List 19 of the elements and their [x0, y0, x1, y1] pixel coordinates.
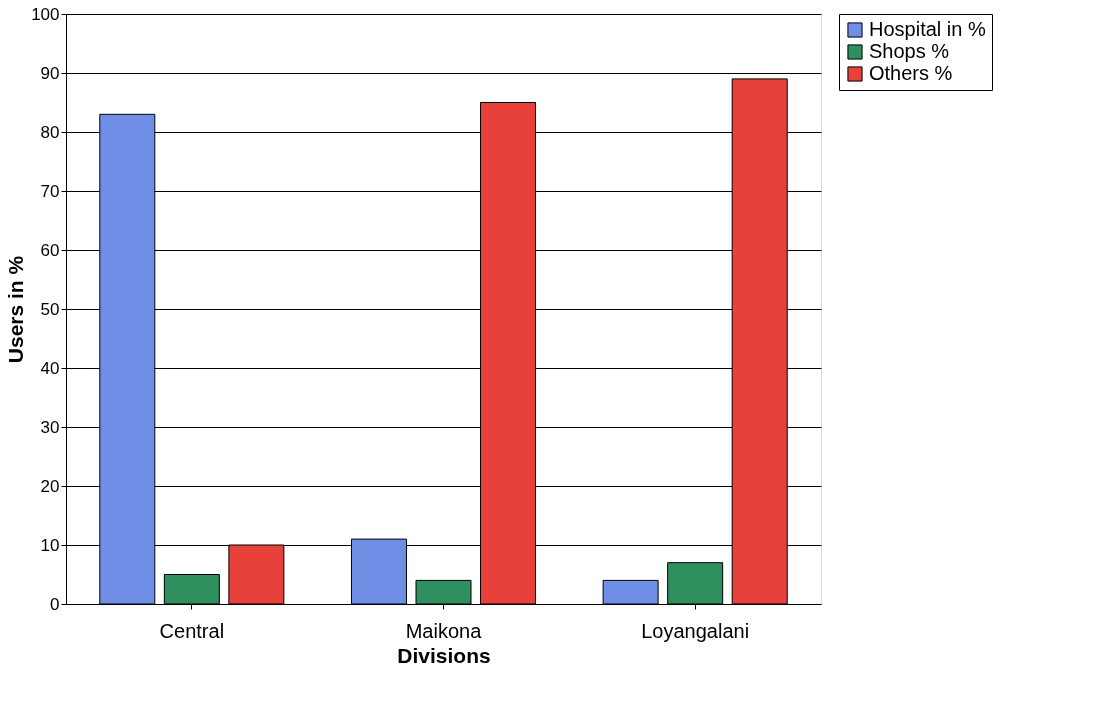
x-tick-label: Maikona [405, 619, 483, 642]
y-tick-label: 80 [40, 122, 60, 142]
y-tick-label: 60 [40, 240, 60, 260]
legend-label: Hospital in % [869, 18, 986, 40]
y-tick-label: 10 [40, 535, 60, 555]
y-tick-label: 50 [40, 299, 60, 319]
y-tick-label: 40 [40, 358, 60, 378]
legend-label: Others % [869, 62, 953, 84]
y-tick-label: 0 [50, 594, 60, 614]
legend-label: Shops % [869, 40, 950, 62]
y-tick-label: 90 [40, 63, 60, 83]
x-tick-label: Loyangalani [641, 619, 750, 642]
y-tick-label: 20 [40, 476, 60, 496]
x-axis-title: Divisions [397, 643, 491, 667]
y-tick-label: 100 [31, 4, 60, 24]
y-axis-title: Users in % [4, 255, 28, 364]
y-tick-label: 70 [40, 181, 60, 201]
x-tick-label: Central [159, 619, 225, 642]
y-tick-label: 30 [40, 417, 60, 437]
